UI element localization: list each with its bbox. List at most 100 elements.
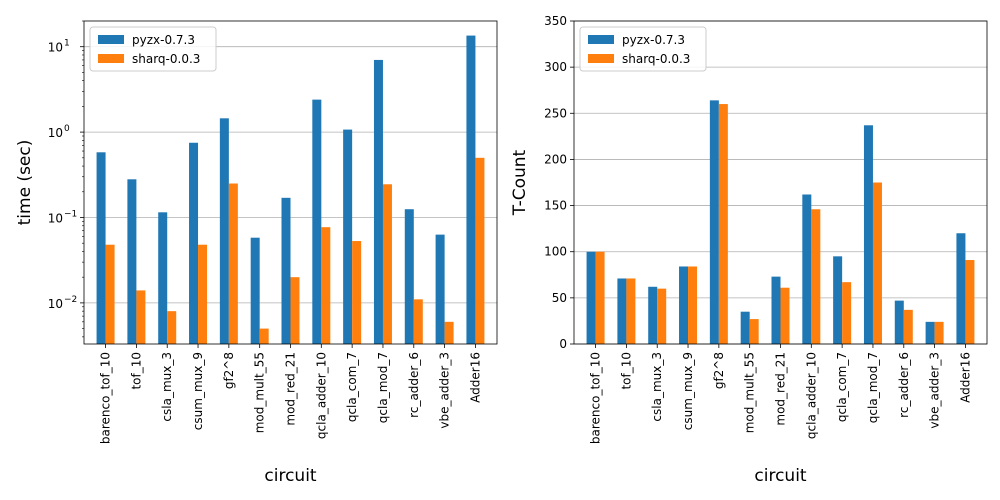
bar-pyzx-0.7.3-csla_mux_3 [158, 212, 168, 344]
y-tick-exponent: −2 [64, 295, 77, 305]
legend-label: sharq-0.0.3 [132, 52, 200, 66]
x-tick-label: vbe_adder_3 [438, 352, 452, 429]
bar-sharq-0.0.3-gf2^8 [718, 104, 728, 344]
bar-sharq-0.0.3-csum_mux_9 [198, 244, 208, 344]
bar-pyzx-0.7.3-rc_adder_6 [894, 300, 904, 344]
x-tick-label: mod_mult_55 [743, 352, 757, 433]
bar-pyzx-0.7.3-barenco_tof_10 [586, 251, 596, 344]
bar-sharq-0.0.3-qcla_mod_7 [872, 182, 882, 344]
y-tick-label: 10 [48, 297, 63, 311]
x-tick-label: mod_mult_55 [253, 352, 267, 433]
bar-pyzx-0.7.3-mod_red_21 [281, 197, 291, 344]
bar-sharq-0.0.3-mod_red_21 [780, 287, 790, 344]
bar-pyzx-0.7.3-qcla_com_7 [343, 129, 353, 344]
bar-sharq-0.0.3-Adder16 [965, 260, 975, 344]
bar-sharq-0.0.3-rc_adder_6 [413, 299, 423, 344]
y-tick-label: 0 [559, 337, 567, 351]
x-tick-label: tof_10 [129, 352, 143, 390]
bar-pyzx-0.7.3-qcla_adder_10 [802, 194, 812, 344]
y-tick-label: 100 [544, 245, 567, 259]
x-tick-label: qcla_adder_10 [314, 352, 328, 439]
t-count-chart: 0 50 100 150 200 250 300 350 barenco_tof_10 tof_1… [510, 14, 988, 486]
y-tick-label: 10 [48, 211, 63, 225]
x-tick-label: csum_mux_9 [191, 352, 205, 430]
x-tick-label: csum_mux_9 [681, 352, 695, 430]
bar-pyzx-0.7.3-csla_mux_3 [648, 286, 658, 344]
bar-sharq-0.0.3-qcla_com_7 [842, 282, 852, 344]
legend-swatch [98, 54, 124, 63]
x-tick-label: qcla_mod_7 [866, 352, 880, 423]
x-tick-label: mod_red_21 [284, 352, 298, 426]
y-axis-label: time (sec) [15, 140, 35, 226]
y-tick-exponent: −1 [64, 209, 77, 219]
y-tick-exponent: 1 [64, 39, 70, 49]
legend-label: sharq-0.0.3 [622, 52, 690, 66]
x-tick-label: Adder16 [958, 352, 972, 403]
x-tick-label: Adder16 [468, 352, 482, 403]
x-tick-label: qcla_com_7 [835, 352, 849, 422]
x-tick-label: qcla_mod_7 [376, 352, 390, 423]
x-tick-label: barenco_tof_10 [589, 352, 603, 444]
bar-sharq-0.0.3-vbe_adder_3 [444, 321, 454, 344]
x-tick-label: rc_adder_6 [897, 352, 911, 418]
x-tick-label: tof_10 [619, 352, 633, 390]
bar-sharq-0.0.3-barenco_tof_10 [595, 251, 605, 344]
bar-sharq-0.0.3-Adder16 [475, 157, 485, 344]
bar-pyzx-0.7.3-mod_red_21 [771, 276, 781, 344]
legend-label: pyzx-0.7.3 [132, 33, 195, 47]
bar-sharq-0.0.3-tof_10 [136, 290, 146, 344]
x-tick-label: vbe_adder_3 [928, 352, 942, 429]
legend-swatch [588, 35, 614, 44]
y-tick-label: 300 [544, 60, 567, 74]
bar-sharq-0.0.3-tof_10 [626, 278, 636, 344]
bar-pyzx-0.7.3-mod_mult_55 [250, 237, 260, 344]
bar-pyzx-0.7.3-Adder16 [466, 35, 476, 345]
bar-pyzx-0.7.3-gf2^8 [219, 118, 229, 345]
y-tick-label: 150 [544, 199, 567, 213]
x-tick-label: gf2^8 [712, 352, 726, 389]
bar-sharq-0.0.3-csla_mux_3 [167, 311, 177, 344]
bar-pyzx-0.7.3-mod_mult_55 [740, 311, 750, 344]
bar-pyzx-0.7.3-qcla_mod_7 [373, 59, 383, 344]
y-tick-label: 250 [544, 106, 567, 120]
x-tick-label: gf2^8 [222, 352, 236, 389]
bar-pyzx-0.7.3-csum_mux_9 [679, 266, 689, 344]
bar-sharq-0.0.3-csla_mux_3 [657, 288, 667, 344]
legend-label: pyzx-0.7.3 [622, 33, 685, 47]
x-tick-label: csla_mux_3 [160, 352, 174, 422]
x-tick-label: csla_mux_3 [650, 352, 664, 422]
bar-pyzx-0.7.3-vbe_adder_3 [435, 234, 445, 344]
bar-sharq-0.0.3-mod_red_21 [290, 277, 300, 344]
bar-pyzx-0.7.3-tof_10 [127, 179, 137, 344]
bar-pyzx-0.7.3-gf2^8 [709, 100, 719, 344]
bar-sharq-0.0.3-vbe_adder_3 [934, 321, 944, 344]
bar-pyzx-0.7.3-csum_mux_9 [189, 142, 199, 344]
bar-sharq-0.0.3-qcla_adder_10 [811, 209, 821, 344]
x-tick-label: qcla_adder_10 [804, 352, 818, 439]
x-tick-label: barenco_tof_10 [99, 352, 113, 444]
bar-sharq-0.0.3-barenco_tof_10 [105, 244, 115, 344]
bar-sharq-0.0.3-qcla_mod_7 [382, 184, 392, 344]
bar-sharq-0.0.3-mod_mult_55 [749, 319, 759, 344]
bar-sharq-0.0.3-qcla_com_7 [352, 241, 362, 344]
y-tick-exponent: 0 [64, 124, 70, 134]
y-tick-label: 50 [552, 291, 567, 305]
x-tick-label: rc_adder_6 [407, 352, 421, 418]
y-tick-label: 350 [544, 14, 567, 28]
bar-pyzx-0.7.3-Adder16 [956, 233, 966, 344]
legend-swatch [98, 35, 124, 44]
bar-pyzx-0.7.3-vbe_adder_3 [925, 321, 935, 344]
bar-pyzx-0.7.3-rc_adder_6 [404, 209, 414, 344]
bar-sharq-0.0.3-rc_adder_6 [903, 309, 913, 344]
x-tick-label: qcla_com_7 [345, 352, 359, 422]
x-axis-label: circuit [754, 466, 807, 486]
bar-pyzx-0.7.3-qcla_com_7 [833, 256, 843, 344]
y-tick-label: 10 [48, 126, 63, 140]
bar-sharq-0.0.3-gf2^8 [228, 183, 238, 344]
y-tick-label: 200 [544, 152, 567, 166]
bar-sharq-0.0.3-csum_mux_9 [688, 266, 698, 344]
bar-pyzx-0.7.3-barenco_tof_10 [96, 152, 106, 344]
